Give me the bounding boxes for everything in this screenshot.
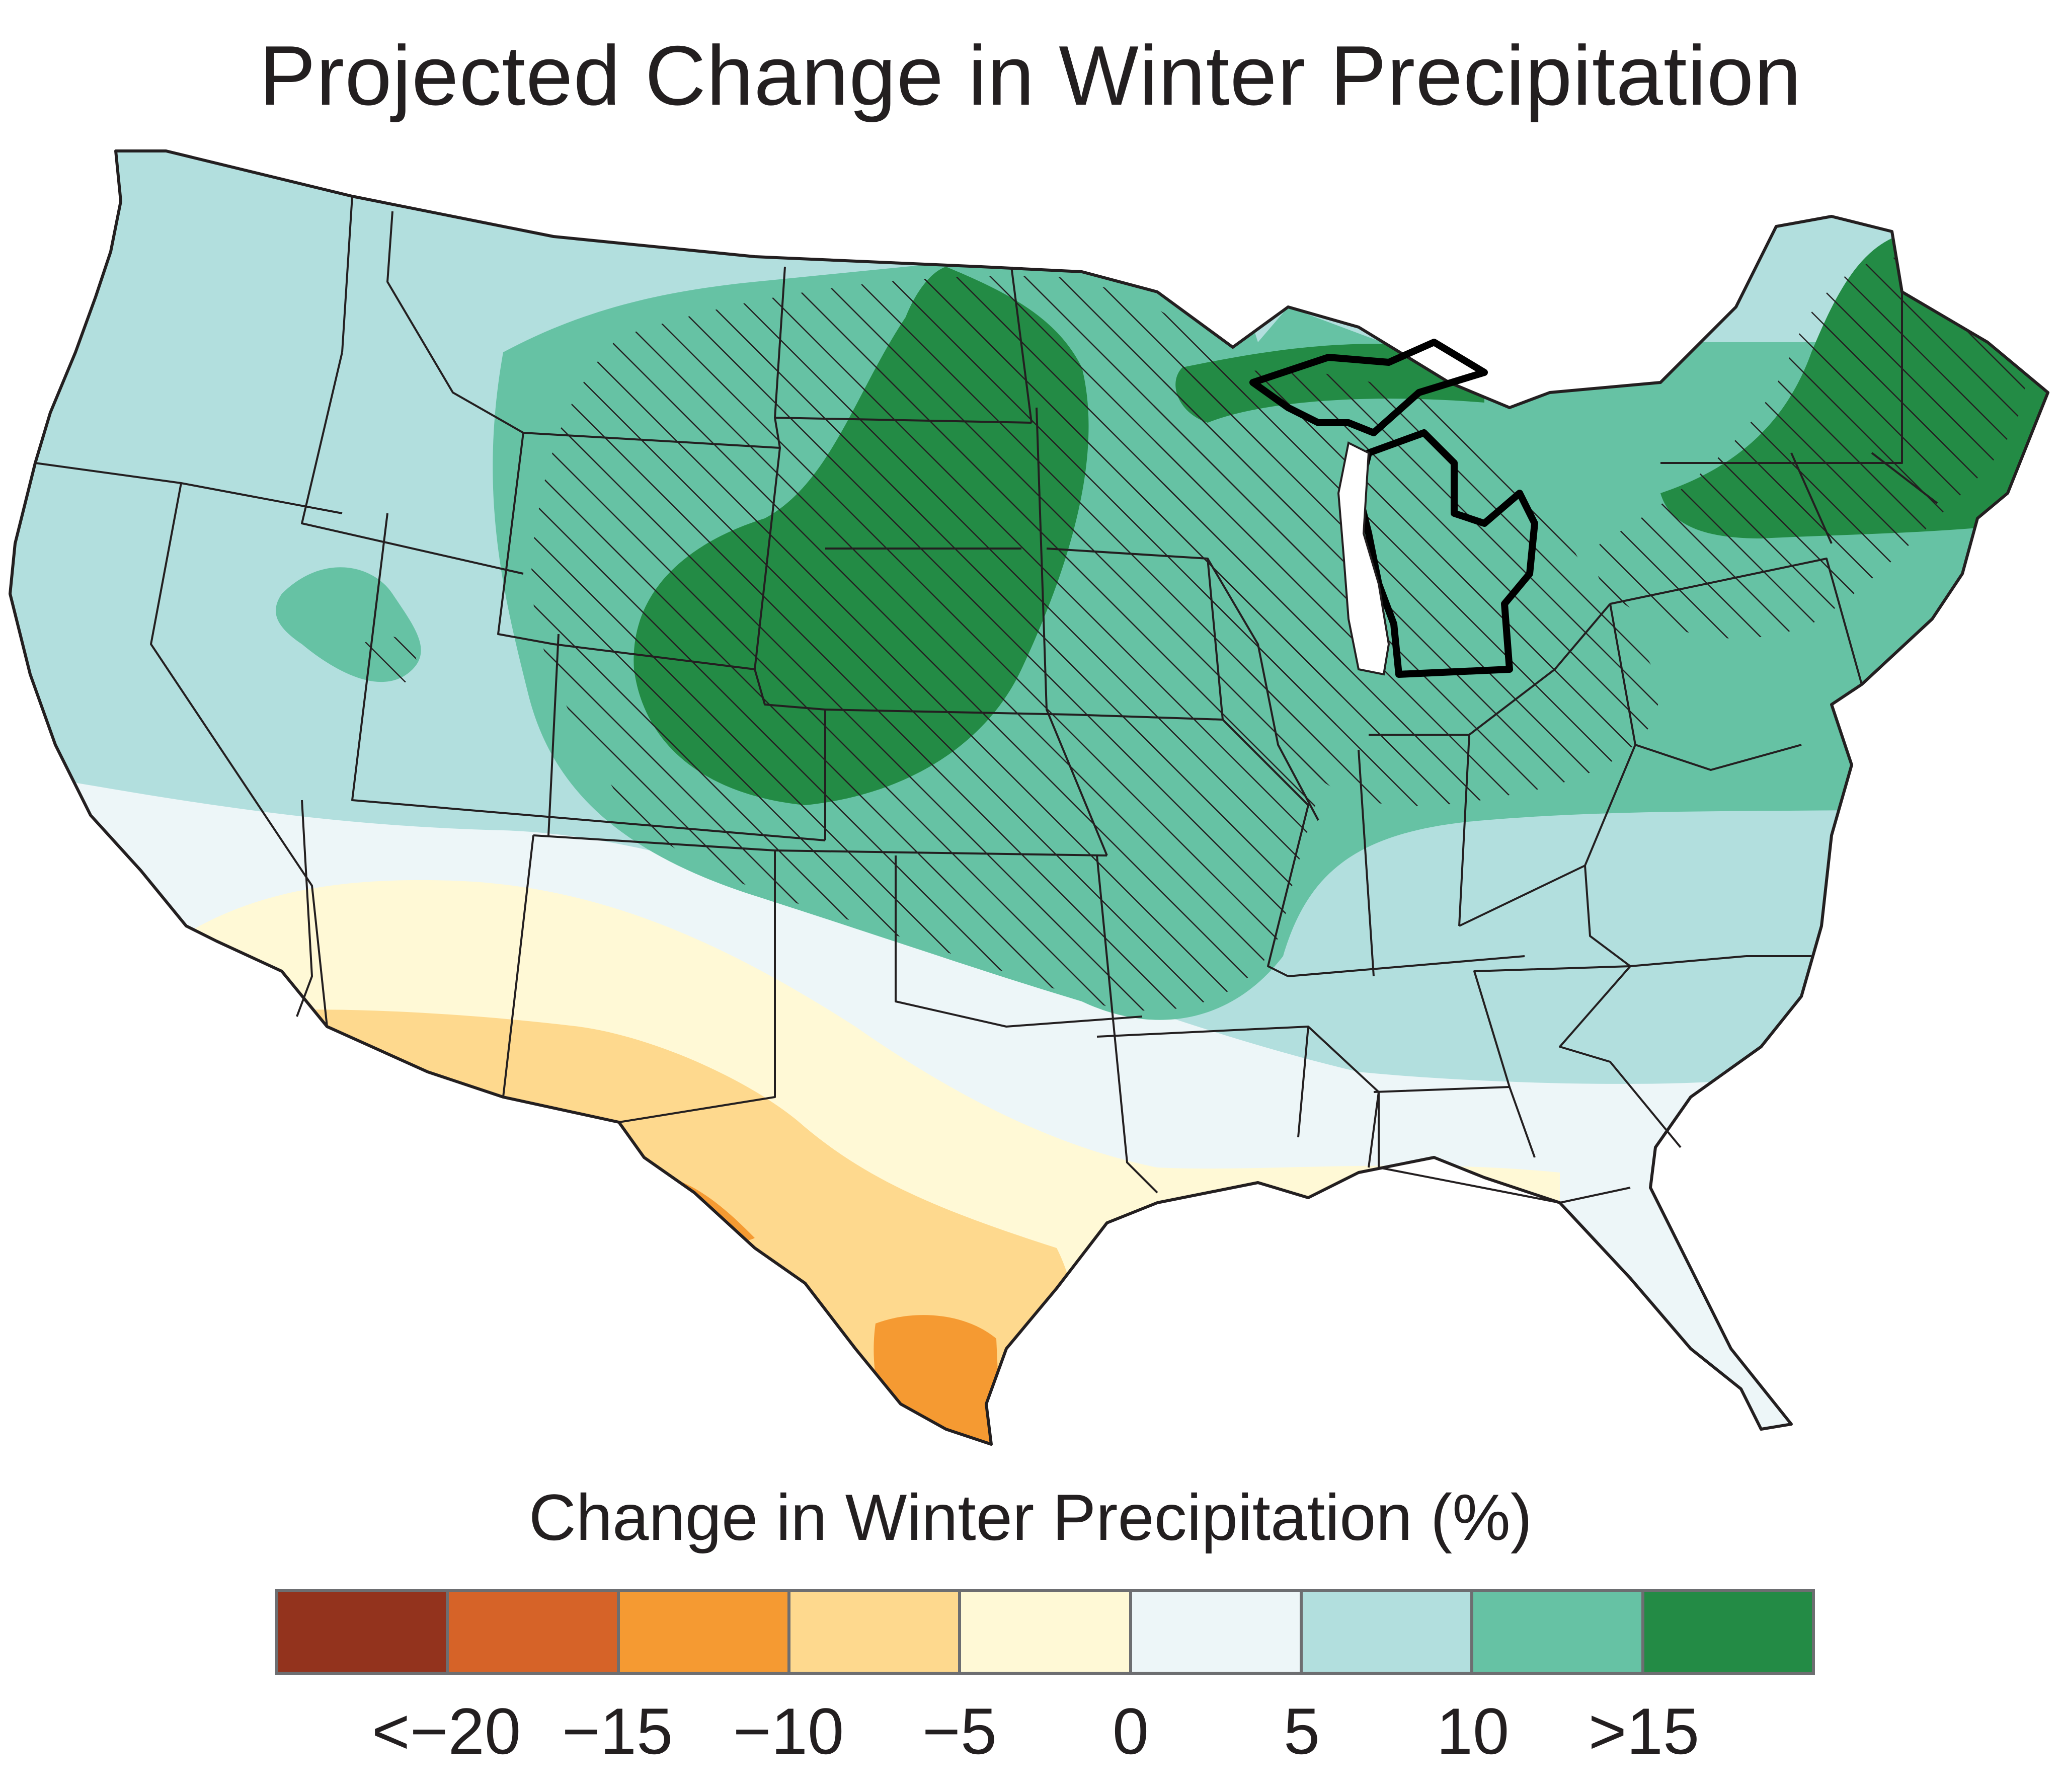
lake-michigan bbox=[1337, 441, 1390, 676]
legend-tick-label: >15 bbox=[1588, 1694, 1700, 1768]
precipitation-layer bbox=[10, 151, 2048, 1444]
color-swatch bbox=[1302, 1592, 1474, 1672]
state-borders bbox=[35, 196, 1938, 1204]
us-map bbox=[0, 141, 2061, 1449]
hatched-area-great-lakes bbox=[1153, 370, 1659, 806]
hatched-area-small-west bbox=[357, 636, 418, 685]
color-swatch bbox=[790, 1592, 962, 1672]
zone-minus15-to-minus10 bbox=[874, 1315, 1001, 1444]
michigan-outline bbox=[1249, 339, 1538, 678]
legend-tick-label: <−20 bbox=[371, 1694, 521, 1768]
map-title: Projected Change in Winter Precipitation bbox=[259, 28, 1802, 123]
hatched-area-central bbox=[531, 276, 1344, 1011]
legend-tick-label: −5 bbox=[922, 1694, 997, 1768]
legend-tick-label: 0 bbox=[1112, 1694, 1149, 1768]
color-swatch bbox=[278, 1592, 449, 1672]
color-swatch bbox=[961, 1592, 1132, 1672]
hatched-area-northeast bbox=[1595, 257, 2025, 639]
color-swatch bbox=[1644, 1592, 1812, 1672]
us-outline bbox=[9, 149, 2049, 1446]
legend-tick-label: −15 bbox=[562, 1694, 673, 1768]
color-swatch bbox=[1473, 1592, 1644, 1672]
legend-title: Change in Winter Precipitation (%) bbox=[528, 1481, 1533, 1554]
legend-tick-label: 10 bbox=[1436, 1694, 1510, 1768]
color-swatch bbox=[619, 1592, 790, 1672]
legend-tick-label: 5 bbox=[1283, 1694, 1320, 1768]
legend-tick-label: −10 bbox=[733, 1694, 844, 1768]
color-swatch bbox=[1132, 1592, 1303, 1672]
color-scale-bar bbox=[275, 1589, 1815, 1675]
color-swatch bbox=[449, 1592, 620, 1672]
us-map-svg bbox=[9, 149, 2049, 1446]
